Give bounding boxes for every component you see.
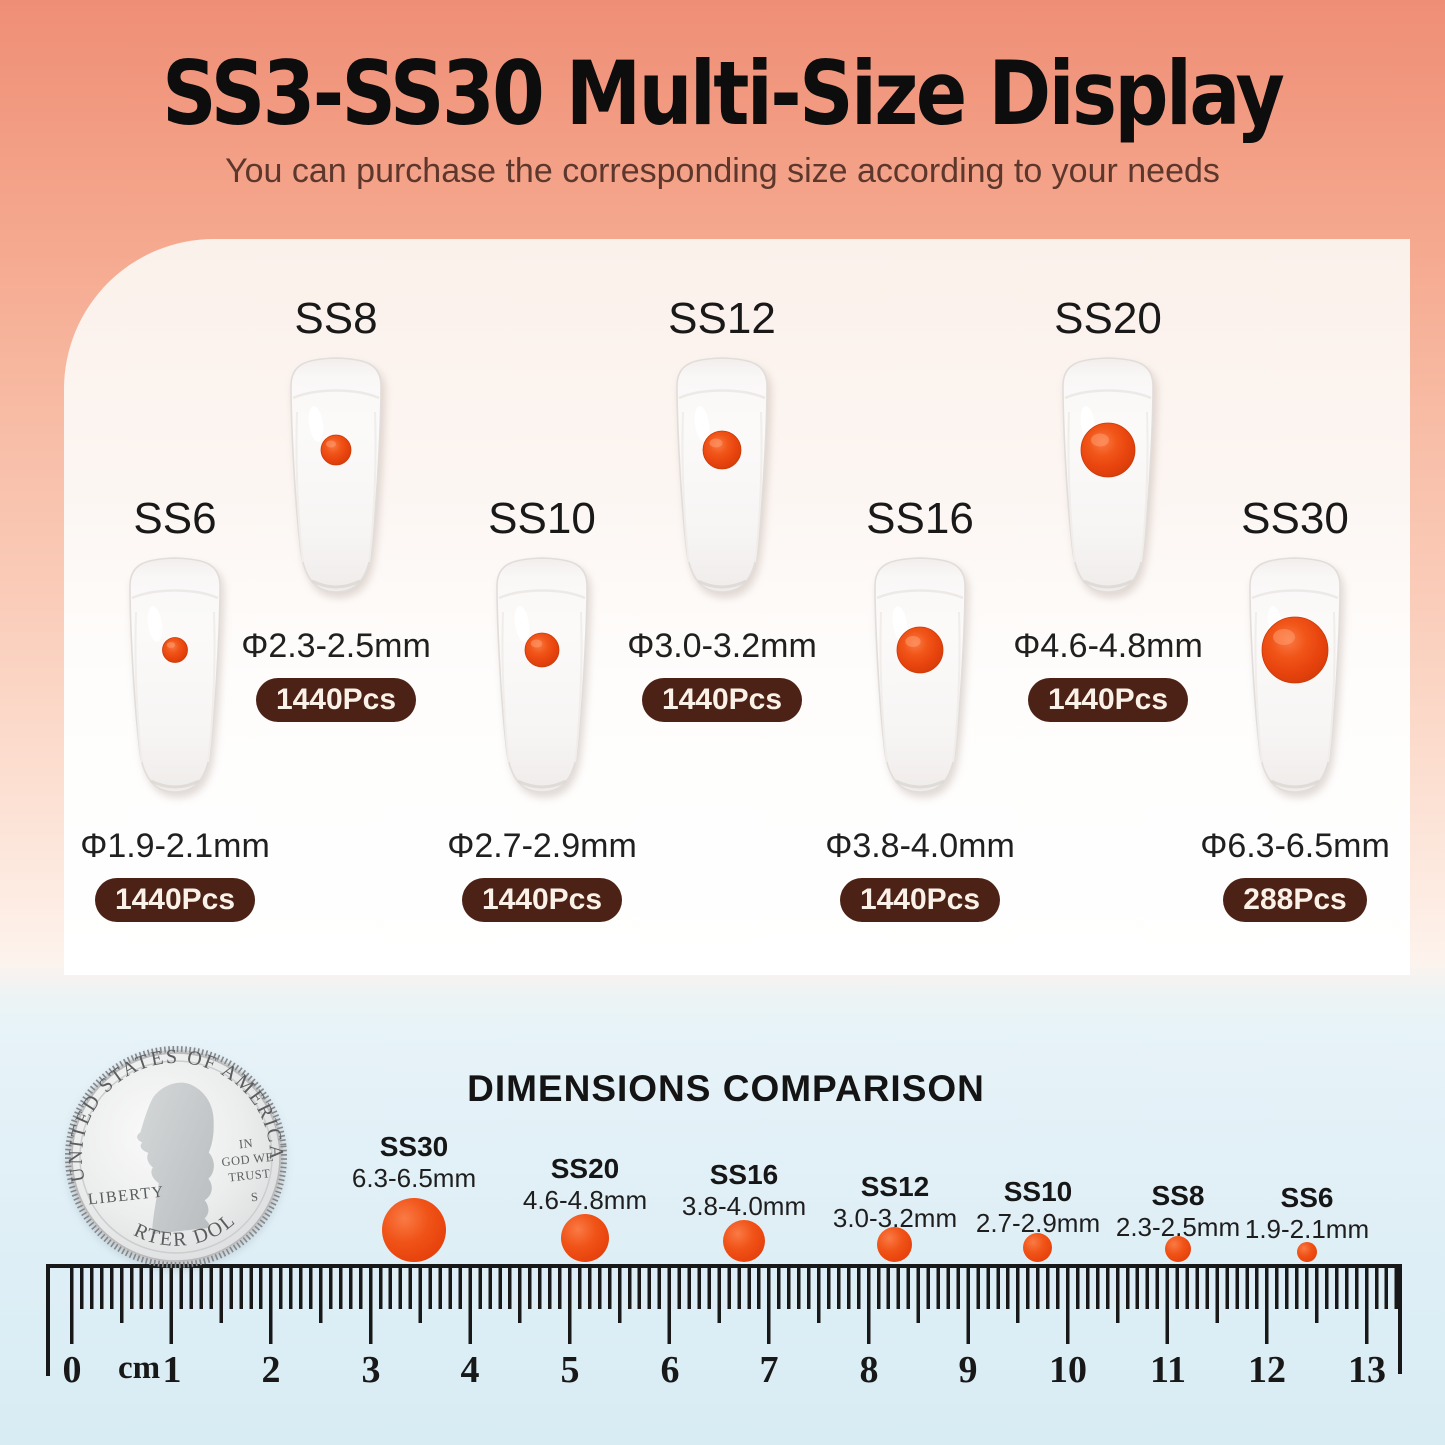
coin-motto-line1: IN xyxy=(238,1136,254,1151)
count-badge: 1440Pcs xyxy=(255,678,417,722)
comparison-item-ss20: SS20 4.6-4.8mm xyxy=(480,1152,690,1215)
comparison-size-label: SS20 xyxy=(550,1153,620,1184)
nail-tip-image xyxy=(676,357,768,593)
ruler-number: 8 xyxy=(859,1349,879,1391)
size-label: SS6 xyxy=(133,494,217,543)
size-label: SS20 xyxy=(1054,294,1162,343)
comparison-range-label: 4.6-4.8mm xyxy=(522,1185,648,1215)
comparison-size-label: SS8 xyxy=(1151,1180,1205,1211)
comparison-item-ss30: SS30 6.3-6.5mm xyxy=(309,1130,519,1193)
size-label: SS10 xyxy=(488,494,596,543)
ruler-number: 7 xyxy=(759,1349,779,1391)
coin-mint-mark: S xyxy=(250,1190,259,1205)
size-label: SS16 xyxy=(866,494,974,543)
rhinestone-dot xyxy=(702,430,742,470)
comparison-size-label: SS10 xyxy=(1003,1176,1073,1207)
coin-motto-line2: GOD WE xyxy=(221,1150,275,1169)
nail-card-ss20: SS20 Φ4.6-4.8mm 1440Pcs xyxy=(978,296,1238,722)
diameter-label: Φ2.7-2.9mm xyxy=(447,827,637,865)
nail-tip-image xyxy=(290,357,382,593)
ruler-tick-marks xyxy=(70,1268,1400,1344)
diameter-label: Φ1.9-2.1mm xyxy=(80,827,270,865)
ruler-number: 11 xyxy=(1150,1349,1186,1391)
diameter-label: Φ2.3-2.5mm xyxy=(241,627,431,665)
ruler-number: 10 xyxy=(1049,1349,1087,1391)
comparison-dot-ss6 xyxy=(1297,1242,1317,1262)
nail-card-ss10: SS10 Φ2.7-2.9mm 1440Pcs xyxy=(412,496,672,922)
comparison-dot-ss8 xyxy=(1165,1236,1191,1262)
ruler-number: 4 xyxy=(460,1349,480,1391)
coin-motto-line3: TRUST xyxy=(228,1166,271,1184)
count-badge: 1440Pcs xyxy=(94,878,256,922)
nail-card-ss6: SS6 Φ1.9-2.1mm 1440Pcs xyxy=(45,496,305,922)
ruler-number: 1 xyxy=(162,1349,182,1391)
nail-tip-image xyxy=(1249,557,1341,793)
ruler: 0 cm 1 2 3 4 5 6 7 8 9 10 11 12 13 xyxy=(46,1264,1402,1394)
nail-card-ss12: SS12 Φ3.0-3.2mm 1440Pcs xyxy=(592,296,852,722)
ruler-number: 0 xyxy=(62,1349,82,1391)
comparison-item-ss16: SS16 3.8-4.0mm xyxy=(639,1158,849,1221)
count-badge: 1440Pcs xyxy=(461,878,623,922)
comparison-dot-ss16 xyxy=(723,1220,765,1262)
comparison-range-label: 1.9-2.1mm xyxy=(1244,1214,1370,1244)
count-badge: 288Pcs xyxy=(1223,878,1367,922)
quarter-coin-image: UNITED STATES OF AMERICA QUARTER DOLLAR … xyxy=(64,1045,288,1268)
count-badge: 1440Pcs xyxy=(1027,678,1189,722)
ruler-right-end xyxy=(1398,1264,1402,1374)
comparison-dot-ss12 xyxy=(877,1227,912,1262)
ruler-number: 3 xyxy=(361,1349,381,1391)
diameter-label: Φ4.6-4.8mm xyxy=(1013,627,1203,665)
count-badge: 1440Pcs xyxy=(641,678,803,722)
ruler-unit-label: cm xyxy=(118,1350,161,1386)
comparison-size-label: SS6 xyxy=(1280,1182,1334,1213)
ruler-number: 2 xyxy=(261,1349,281,1391)
page-subtitle: You can purchase the corresponding size … xyxy=(225,152,1220,190)
ruler-number: 6 xyxy=(660,1349,680,1391)
ruler-number: 12 xyxy=(1248,1349,1286,1391)
comparison-item-ss12: SS12 3.0-3.2mm xyxy=(790,1170,1000,1233)
ruler-number: 5 xyxy=(560,1349,580,1391)
rhinestone-dot xyxy=(1261,616,1329,684)
size-label: SS12 xyxy=(668,294,776,343)
rhinestone-dot xyxy=(162,637,188,663)
comparison-range-label: 6.3-6.5mm xyxy=(351,1163,477,1193)
comparison-range-label: 3.8-4.0mm xyxy=(681,1191,807,1221)
nail-tip-image xyxy=(496,557,588,793)
count-badge: 1440Pcs xyxy=(839,878,1001,922)
ruler-baseline xyxy=(46,1264,1402,1268)
rhinestone-dot xyxy=(896,626,944,674)
rhinestone-dot xyxy=(320,434,352,466)
ruler-left-end xyxy=(46,1264,50,1376)
nail-card-ss16: SS16 Φ3.8-4.0mm 1440Pcs xyxy=(790,496,1050,922)
diameter-label: Φ3.0-3.2mm xyxy=(627,627,817,665)
nail-tip-image xyxy=(1062,357,1154,593)
comparison-heading: DIMENSIONS COMPARISON xyxy=(467,1068,985,1109)
ruler-number: 13 xyxy=(1348,1349,1386,1391)
comparison-dot-ss30 xyxy=(382,1198,446,1262)
comparison-item-ss6: SS6 1.9-2.1mm xyxy=(1202,1181,1412,1244)
page-title: SS3-SS30 Multi-Size Display xyxy=(0,44,1445,144)
nail-tip-image xyxy=(129,557,221,793)
comparison-size-label: SS30 xyxy=(379,1131,449,1162)
nail-card-ss8: SS8 Φ2.3-2.5mm 1440Pcs xyxy=(206,296,466,722)
page-title-text: SS3-SS30 Multi-Size Display xyxy=(162,42,1285,145)
washington-profile-image xyxy=(137,1082,214,1234)
diameter-label: Φ3.8-4.0mm xyxy=(825,827,1015,865)
comparison-size-label: SS16 xyxy=(709,1159,779,1190)
nail-tip-image xyxy=(874,557,966,793)
size-label: SS30 xyxy=(1241,494,1349,543)
comparison-dot-ss20 xyxy=(561,1214,609,1262)
rhinestone-dot xyxy=(524,632,560,668)
ruler-number: 9 xyxy=(958,1349,978,1391)
rhinestone-dot xyxy=(1080,422,1136,478)
diameter-label: Φ6.3-6.5mm xyxy=(1200,827,1390,865)
comparison-dot-ss10 xyxy=(1023,1233,1052,1262)
nail-card-ss30: SS30 Φ6.3-6.5mm 288Pcs xyxy=(1165,496,1425,922)
size-label: SS8 xyxy=(294,294,378,343)
comparison-size-label: SS12 xyxy=(860,1171,930,1202)
